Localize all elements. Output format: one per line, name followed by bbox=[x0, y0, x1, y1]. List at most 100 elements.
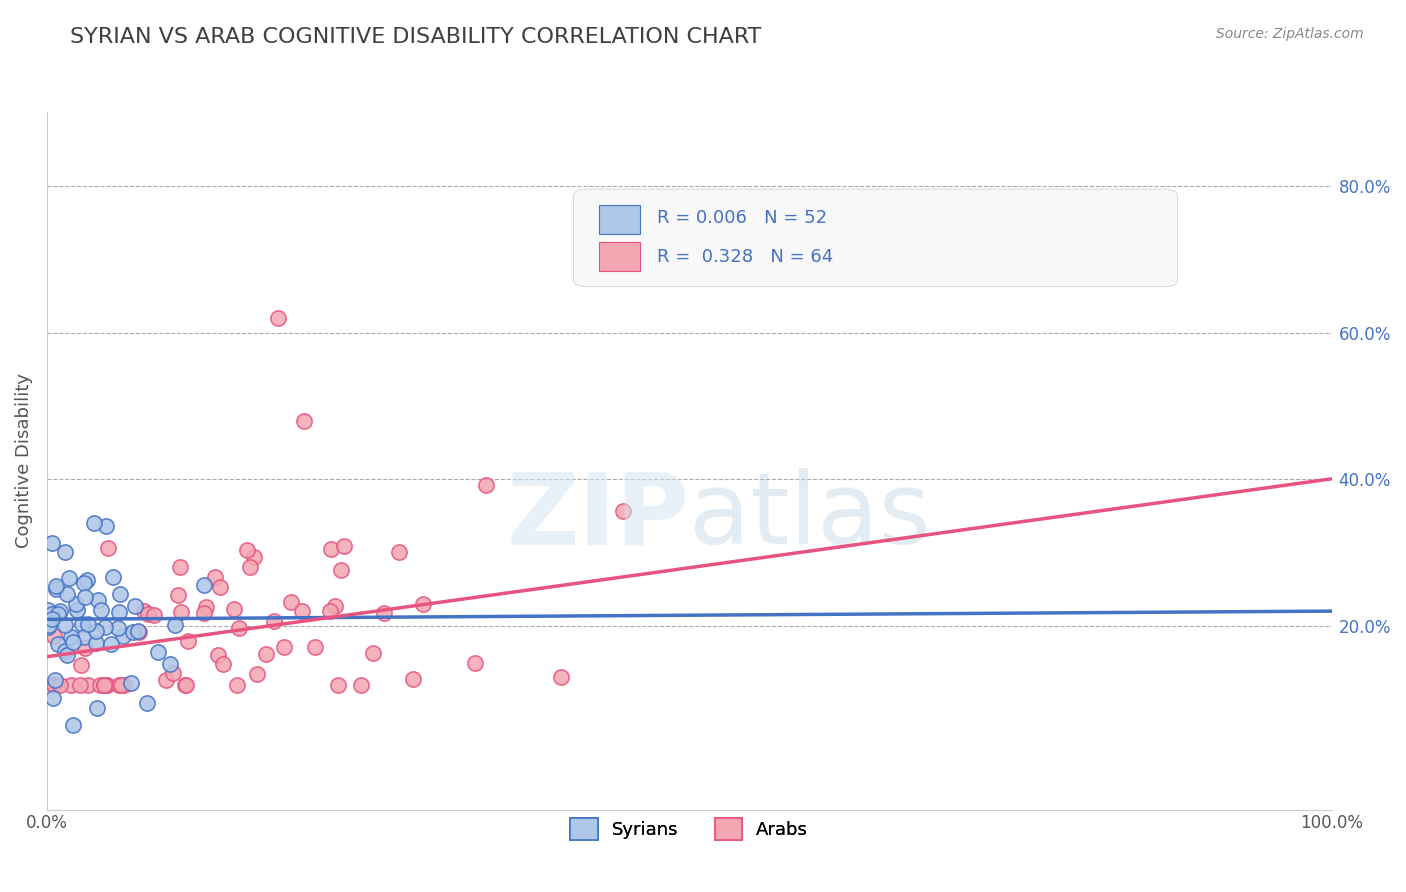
Point bbox=[97, 541, 120, 555]
Point bbox=[62, 718, 84, 732]
Point bbox=[84, 635, 107, 649]
Point bbox=[49, 604, 72, 618]
Point bbox=[464, 656, 486, 670]
Point bbox=[142, 607, 165, 622]
Point bbox=[53, 545, 76, 559]
Point bbox=[42, 678, 65, 692]
Point bbox=[49, 678, 72, 692]
Point bbox=[193, 577, 215, 591]
Point bbox=[159, 657, 181, 671]
Point bbox=[228, 621, 250, 635]
Point bbox=[280, 595, 302, 609]
Point bbox=[292, 414, 315, 428]
Point bbox=[84, 624, 107, 639]
Point bbox=[169, 560, 191, 574]
Point bbox=[107, 621, 129, 635]
Point bbox=[41, 535, 63, 549]
Point bbox=[330, 563, 353, 577]
Point bbox=[73, 630, 96, 644]
Point bbox=[42, 678, 65, 692]
Point bbox=[76, 573, 98, 587]
Point bbox=[177, 634, 200, 648]
Point bbox=[89, 678, 111, 692]
FancyBboxPatch shape bbox=[599, 242, 640, 271]
Point bbox=[124, 599, 146, 614]
Point bbox=[412, 597, 434, 611]
Point bbox=[41, 612, 63, 626]
Point bbox=[69, 678, 91, 692]
Point bbox=[44, 673, 66, 687]
Point bbox=[246, 667, 269, 681]
Point bbox=[208, 580, 231, 594]
Point bbox=[83, 516, 105, 530]
Point bbox=[388, 544, 411, 558]
Point bbox=[56, 587, 79, 601]
Point bbox=[93, 678, 115, 692]
Point bbox=[323, 599, 346, 614]
Point bbox=[207, 648, 229, 663]
Point bbox=[45, 579, 67, 593]
Point bbox=[162, 666, 184, 681]
Point bbox=[321, 541, 343, 556]
Point bbox=[165, 618, 187, 632]
Point bbox=[170, 605, 193, 619]
Point bbox=[239, 559, 262, 574]
Point bbox=[110, 587, 132, 601]
Point bbox=[87, 592, 110, 607]
FancyBboxPatch shape bbox=[599, 205, 640, 235]
Point bbox=[1128, 237, 1150, 252]
Point bbox=[173, 678, 195, 692]
Point bbox=[136, 607, 159, 621]
Point bbox=[41, 607, 63, 622]
Point bbox=[291, 604, 314, 618]
Point bbox=[46, 607, 69, 621]
Point bbox=[263, 614, 285, 628]
Point bbox=[76, 617, 98, 632]
Point bbox=[94, 678, 117, 692]
Text: SYRIAN VS ARAB COGNITIVE DISABILITY CORRELATION CHART: SYRIAN VS ARAB COGNITIVE DISABILITY CORR… bbox=[70, 27, 762, 46]
Point bbox=[42, 690, 65, 705]
Point bbox=[222, 602, 245, 616]
Point bbox=[128, 624, 150, 639]
Point bbox=[112, 678, 135, 692]
Point bbox=[402, 673, 425, 687]
Point bbox=[111, 629, 134, 643]
Point bbox=[93, 620, 115, 634]
Point bbox=[93, 678, 115, 692]
Point bbox=[135, 696, 157, 710]
Point bbox=[58, 571, 80, 585]
Text: atlas: atlas bbox=[689, 468, 931, 566]
Point bbox=[107, 678, 129, 692]
Point bbox=[373, 606, 395, 620]
Legend: Syrians, Arabs: Syrians, Arabs bbox=[561, 809, 817, 849]
Point bbox=[37, 620, 59, 634]
Text: ZIP: ZIP bbox=[506, 468, 689, 566]
Point bbox=[254, 647, 277, 661]
Point bbox=[132, 604, 155, 618]
Point bbox=[77, 678, 100, 692]
Point bbox=[100, 637, 122, 651]
Point bbox=[59, 678, 82, 692]
Point bbox=[86, 701, 108, 715]
Point bbox=[66, 602, 89, 616]
Point bbox=[45, 582, 67, 596]
Point bbox=[155, 673, 177, 687]
Point bbox=[120, 676, 142, 690]
Point bbox=[73, 591, 96, 605]
Point bbox=[242, 549, 264, 564]
Point bbox=[44, 629, 66, 643]
Point bbox=[319, 604, 342, 618]
Point bbox=[350, 678, 373, 692]
Point bbox=[101, 570, 124, 584]
Point bbox=[146, 645, 169, 659]
Point bbox=[65, 597, 87, 611]
Point bbox=[70, 657, 93, 672]
Point bbox=[333, 539, 356, 553]
Text: R = 0.006   N = 52: R = 0.006 N = 52 bbox=[657, 210, 827, 227]
Point bbox=[62, 635, 84, 649]
Point bbox=[194, 600, 217, 615]
Point bbox=[193, 607, 215, 621]
Point bbox=[73, 640, 96, 655]
Point bbox=[236, 543, 259, 558]
Point bbox=[53, 618, 76, 632]
